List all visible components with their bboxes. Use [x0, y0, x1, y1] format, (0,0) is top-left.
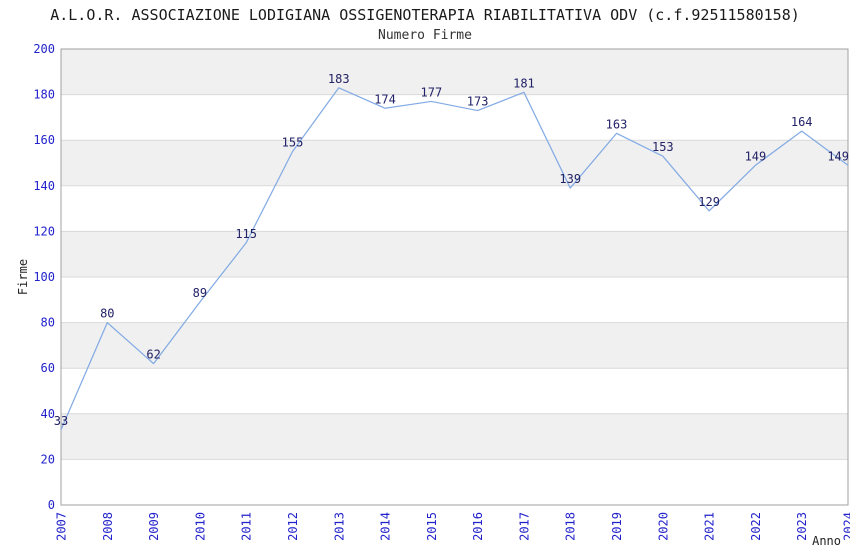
plot-band: [61, 94, 848, 141]
y-tick-label: 60: [41, 361, 55, 375]
y-tick-label: 160: [33, 133, 55, 147]
data-point-label: 163: [606, 117, 628, 131]
plot-band: [61, 277, 848, 323]
plot-band: [61, 185, 848, 232]
x-tick-label: 2013: [332, 512, 346, 541]
x-tick-label: 2016: [471, 512, 485, 541]
plot-border: [60, 48, 849, 506]
y-tick-label: 0: [48, 498, 55, 512]
data-point-label: 129: [698, 195, 720, 209]
plot-band: [61, 322, 848, 369]
x-tick-label: 2015: [425, 512, 439, 541]
plot-area: 0 20 40 60 80 100 120 140 160 180 200 2007 2008 2009 2…: [33, 42, 850, 541]
y-tick-label: 100: [33, 270, 55, 284]
y-tick-label: 180: [33, 88, 55, 102]
y-tick-label: 140: [33, 179, 55, 193]
x-tick-label: 2021: [703, 512, 717, 541]
data-point-label: 155: [282, 136, 304, 150]
data-point-label: 173: [467, 95, 489, 109]
data-point-label: 174: [374, 92, 396, 106]
x-axis-title: Anno: [812, 534, 841, 548]
plot-band: [61, 459, 848, 505]
x-tick-label: 2010: [193, 512, 207, 541]
data-point-label: 62: [146, 348, 160, 362]
data-point-label: 164: [791, 115, 813, 129]
y-axis-title: Firme: [16, 259, 30, 295]
y-tick-label: 120: [33, 224, 55, 238]
data-point-label: 153: [652, 140, 674, 154]
data-point-label: 89: [193, 286, 207, 300]
plot-band: [61, 49, 848, 95]
data-point-label: 33: [54, 414, 68, 428]
y-tick-label: 20: [41, 452, 55, 466]
plot-band: [61, 368, 848, 414]
plot-band: [61, 140, 848, 186]
plot-band: [61, 413, 848, 460]
data-point-label: 177: [421, 85, 443, 99]
x-tick-label: 2017: [517, 512, 531, 541]
chart-title: A.L.O.R. ASSOCIAZIONE LODIGIANA OSSIGENO…: [50, 6, 800, 24]
x-tick-label: 2008: [101, 512, 115, 541]
data-point-label: 80: [100, 307, 114, 321]
data-point-label: 149: [745, 149, 767, 163]
x-tick-label: 2011: [240, 512, 254, 541]
x-tick-label: 2019: [610, 512, 624, 541]
x-tick-label: 2024: [842, 512, 850, 541]
data-point-label: 181: [513, 76, 535, 90]
data-point-label: 139: [559, 172, 581, 186]
data-point-label: 115: [235, 227, 257, 241]
y-tick-label: 80: [41, 316, 55, 330]
chart-subtitle: Numero Firme: [378, 28, 472, 43]
data-point-label: 183: [328, 72, 350, 86]
x-tick-label: 2023: [795, 512, 809, 541]
x-tick-label: 2018: [564, 512, 578, 541]
x-tick-label: 2022: [749, 512, 763, 541]
x-tick-label: 2020: [656, 512, 670, 541]
x-tick-label: 2014: [379, 512, 393, 541]
data-point-label: 149: [827, 149, 849, 163]
x-tick-label: 2012: [286, 512, 300, 541]
x-tick-label: 2009: [147, 512, 161, 541]
x-tick-label: 2007: [55, 512, 69, 541]
series-line: [60, 87, 849, 431]
plot-band: [61, 231, 848, 277]
y-tick-label: 40: [41, 407, 55, 421]
y-tick-label: 200: [33, 42, 55, 56]
